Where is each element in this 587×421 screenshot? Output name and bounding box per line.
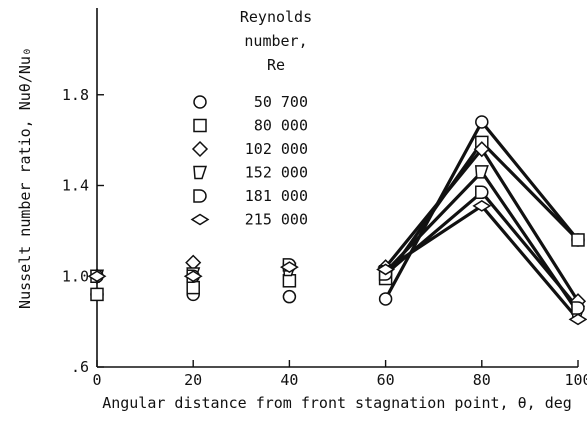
data-point-s6-x20 [183, 270, 203, 283]
legend: Reynolds number, Re 50 700 80 000 102 000 152 … [190, 8, 312, 229]
data-point-s6-x0 [87, 270, 107, 283]
x-tick-label-20: 20 [184, 371, 202, 389]
data-point-s5-x80 [475, 185, 489, 200]
y-tick-label-1.8: 1.8 [62, 86, 89, 104]
legend-label-1: 50 700 [254, 93, 308, 111]
data-point-s6-x80 [472, 200, 492, 212]
data-point-s2-x100 [571, 233, 585, 247]
legend-label-2: 80 000 [254, 117, 308, 135]
data-point-s6-x60 [376, 263, 396, 276]
data-point-s6-x100 [568, 313, 587, 326]
legend-label-5: 181 000 [245, 187, 308, 205]
legend-marker-4 [193, 165, 208, 180]
data-point-s2-x20 [186, 280, 200, 295]
series-line-6 [384, 204, 580, 321]
legend-title-line-2: number, [244, 32, 307, 50]
y-tick-label-1.4: 1.4 [62, 177, 89, 195]
x-tick-label-100: 100 [564, 371, 587, 389]
x-tick-label-60: 60 [377, 371, 395, 389]
legend-title-line-1: Reynolds [240, 8, 312, 26]
x-tick-label-80: 80 [473, 371, 491, 389]
legend-label-6: 215 000 [245, 211, 308, 229]
legend-marker-5 [193, 189, 207, 203]
data-point-s2-x0 [90, 287, 104, 302]
data-point-s1-x60 [378, 292, 393, 306]
data-marks-group [87, 115, 587, 326]
axes [96, 8, 578, 368]
data-point-s2-x40 [282, 274, 297, 288]
x-axis-label: Angular distance from front stagnation p… [102, 394, 572, 412]
data-point-s3-x80 [473, 141, 490, 158]
legend-label-4: 152 000 [245, 164, 308, 182]
x-tick-label-40: 40 [280, 371, 298, 389]
y-tick-label-.6: .6 [71, 358, 89, 376]
data-point-s1-x40 [282, 289, 297, 304]
ticks-group: 0 20 40 60 80 100 .6 1.0 1.4 1.8 [62, 86, 587, 389]
legend-marker-3 [191, 140, 209, 158]
legend-marker-2 [193, 118, 207, 133]
legend-label-3: 102 000 [245, 140, 308, 158]
legend-title-line-3: Re [267, 56, 285, 74]
data-point-s1-x80 [475, 115, 489, 129]
legend-marker-6 [190, 213, 210, 226]
data-point-s5-x100 [571, 301, 585, 315]
y-axis-label: Nusselt number ratio, Nuθ/Nu₀ [16, 47, 34, 309]
data-point-s6-x40 [279, 261, 299, 274]
legend-marker-1 [193, 95, 207, 109]
data-point-s4-x80 [474, 165, 489, 179]
y-tick-label-1.0: 1.0 [62, 267, 89, 285]
x-tick-label-0: 0 [92, 371, 101, 389]
